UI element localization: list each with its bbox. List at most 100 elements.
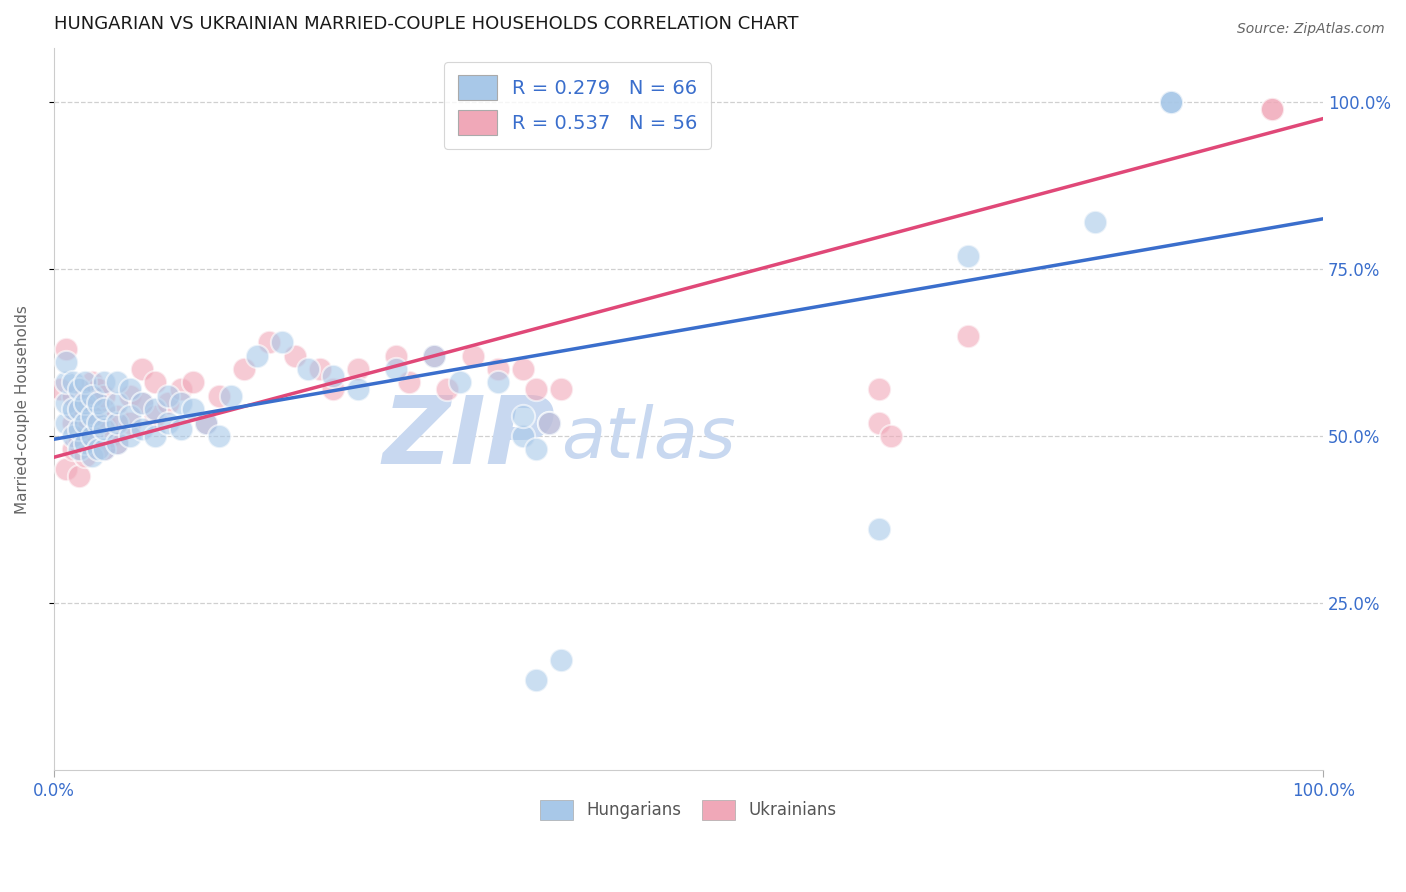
Point	[62, 442, 84, 457]
Point	[309, 362, 332, 376]
Point	[93, 442, 115, 457]
Point	[87, 409, 110, 423]
Point	[194, 416, 217, 430]
Point	[1160, 95, 1182, 109]
Point	[75, 416, 97, 430]
Point	[93, 389, 115, 403]
Point	[105, 409, 128, 423]
Point	[385, 349, 408, 363]
Point	[347, 362, 370, 376]
Point	[868, 523, 890, 537]
Point	[105, 435, 128, 450]
Point	[423, 349, 446, 363]
Point	[87, 395, 110, 409]
Point	[208, 429, 231, 443]
Point	[100, 429, 122, 443]
Point	[55, 342, 77, 356]
Point	[181, 402, 204, 417]
Point	[80, 389, 103, 403]
Point	[118, 409, 141, 423]
Point	[524, 442, 547, 457]
Point	[55, 462, 77, 476]
Point	[322, 382, 344, 396]
Point	[550, 653, 572, 667]
Point	[169, 395, 191, 409]
Point	[67, 435, 90, 450]
Point	[956, 328, 979, 343]
Point	[233, 362, 256, 376]
Point	[131, 395, 153, 409]
Point	[80, 429, 103, 443]
Point	[1160, 95, 1182, 109]
Point	[868, 416, 890, 430]
Point	[75, 389, 97, 403]
Point	[75, 435, 97, 450]
Point	[1160, 95, 1182, 109]
Point	[93, 402, 115, 417]
Point	[75, 395, 97, 409]
Point	[80, 449, 103, 463]
Point	[1084, 215, 1107, 229]
Point	[118, 429, 141, 443]
Point	[93, 416, 115, 430]
Point	[75, 449, 97, 463]
Point	[67, 422, 90, 436]
Point	[956, 248, 979, 262]
Point	[398, 376, 420, 390]
Point	[512, 429, 534, 443]
Text: Source: ZipAtlas.com: Source: ZipAtlas.com	[1237, 22, 1385, 37]
Text: atlas: atlas	[561, 403, 737, 473]
Point	[62, 389, 84, 403]
Point	[524, 673, 547, 687]
Point	[284, 349, 307, 363]
Point	[550, 382, 572, 396]
Point	[423, 349, 446, 363]
Point	[868, 382, 890, 396]
Point	[93, 422, 115, 436]
Point	[347, 382, 370, 396]
Point	[143, 409, 166, 423]
Point	[486, 376, 509, 390]
Point	[87, 416, 110, 430]
Point	[62, 416, 84, 430]
Point	[208, 389, 231, 403]
Point	[537, 416, 560, 430]
Point	[62, 429, 84, 443]
Point	[169, 422, 191, 436]
Point	[67, 382, 90, 396]
Point	[49, 382, 72, 396]
Point	[105, 395, 128, 409]
Point	[105, 376, 128, 390]
Point	[80, 409, 103, 423]
Text: ZIP: ZIP	[382, 392, 555, 484]
Point	[246, 349, 269, 363]
Point	[143, 376, 166, 390]
Point	[436, 382, 458, 396]
Point	[156, 416, 179, 430]
Point	[67, 469, 90, 483]
Point	[55, 395, 77, 409]
Legend: Hungarians, Ukrainians: Hungarians, Ukrainians	[533, 793, 844, 827]
Point	[62, 402, 84, 417]
Point	[75, 376, 97, 390]
Point	[67, 442, 90, 457]
Y-axis label: Married-couple Households: Married-couple Households	[15, 305, 30, 514]
Point	[156, 395, 179, 409]
Point	[118, 416, 141, 430]
Point	[194, 416, 217, 430]
Text: HUNGARIAN VS UKRAINIAN MARRIED-COUPLE HOUSEHOLDS CORRELATION CHART: HUNGARIAN VS UKRAINIAN MARRIED-COUPLE HO…	[53, 15, 799, 33]
Point	[297, 362, 319, 376]
Point	[131, 422, 153, 436]
Point	[143, 429, 166, 443]
Point	[512, 362, 534, 376]
Point	[80, 402, 103, 417]
Point	[55, 376, 77, 390]
Point	[80, 429, 103, 443]
Point	[62, 376, 84, 390]
Point	[87, 442, 110, 457]
Point	[131, 362, 153, 376]
Point	[512, 409, 534, 423]
Point	[221, 389, 243, 403]
Point	[271, 335, 294, 350]
Point	[131, 395, 153, 409]
